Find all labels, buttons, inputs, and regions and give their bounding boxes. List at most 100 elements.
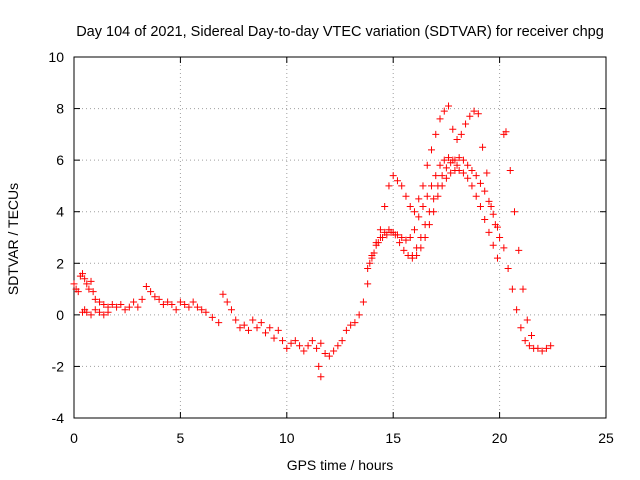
data-point: [317, 339, 325, 347]
data-point: [74, 288, 82, 296]
data-point: [449, 125, 457, 133]
data-point: [423, 161, 431, 169]
data-point: [215, 319, 223, 327]
data-point: [227, 306, 235, 314]
data-point: [172, 306, 180, 314]
data-point: [421, 221, 429, 229]
data-point: [423, 192, 431, 200]
data-point: [159, 301, 167, 309]
data-point: [232, 316, 240, 324]
y-axis-title: SDTVAR / TECUs: [5, 183, 21, 295]
data-point: [130, 298, 138, 306]
data-point: [534, 344, 542, 352]
data-point: [244, 326, 252, 334]
data-point: [83, 308, 91, 316]
data-point: [236, 324, 244, 332]
data-point: [455, 154, 463, 162]
data-point: [440, 156, 448, 164]
x-tick-label: 0: [70, 430, 78, 446]
data-point: [181, 301, 189, 309]
data-point: [451, 156, 459, 164]
data-point: [342, 326, 350, 334]
data-point: [389, 172, 397, 180]
data-point: [83, 280, 91, 288]
data-point: [249, 316, 257, 324]
data-point: [117, 301, 125, 309]
data-point: [459, 169, 467, 177]
data-point: [334, 342, 342, 350]
data-point: [432, 172, 440, 180]
data-point: [496, 234, 504, 241]
data-point: [364, 280, 372, 288]
data-point: [89, 288, 97, 296]
data-point: [134, 303, 142, 311]
y-tick-label: 4: [56, 204, 64, 220]
data-point: [389, 228, 397, 236]
data-point: [202, 308, 210, 316]
axis-ticks: [73, 56, 607, 419]
x-tick-label: 10: [279, 430, 295, 446]
data-point: [468, 166, 476, 174]
data-point: [459, 156, 467, 164]
data-point: [413, 244, 421, 252]
data-point: [91, 306, 99, 314]
x-tick-label: 5: [177, 430, 185, 446]
data-point: [208, 313, 216, 321]
data-point: [462, 120, 470, 128]
data-point: [240, 321, 248, 329]
data-point: [355, 311, 363, 319]
data-point: [468, 182, 476, 190]
data-point: [262, 329, 270, 337]
data-point: [479, 143, 487, 151]
data-point: [85, 285, 93, 293]
data-point: [253, 324, 261, 332]
plot-frame: [73, 56, 607, 419]
x-tick-label: 20: [492, 430, 508, 446]
data-point: [291, 337, 299, 345]
data-point: [428, 182, 436, 190]
data-point: [410, 226, 418, 234]
data-point: [453, 136, 461, 144]
data-point: [270, 334, 278, 342]
data-point: [408, 252, 416, 260]
data-point: [502, 128, 510, 136]
data-point: [351, 319, 359, 327]
data-point: [445, 102, 453, 110]
data-points: [70, 102, 555, 381]
data-point: [330, 347, 338, 355]
data-point: [436, 161, 444, 169]
data-point: [113, 303, 121, 311]
data-point: [87, 311, 95, 319]
data-point: [168, 301, 176, 309]
y-tick-label: 10: [48, 49, 64, 65]
data-point: [538, 347, 546, 355]
data-point: [528, 331, 536, 339]
y-tick-label: 6: [56, 152, 64, 168]
data-point: [274, 326, 282, 334]
data-point: [396, 239, 404, 247]
data-point: [489, 210, 497, 218]
data-point: [434, 192, 442, 200]
data-point: [515, 246, 523, 254]
data-point: [381, 228, 389, 236]
data-point: [430, 195, 438, 203]
data-point: [364, 264, 372, 272]
x-axis-title: GPS time / hours: [287, 457, 394, 473]
data-point: [438, 172, 446, 180]
data-point: [287, 339, 295, 347]
data-point: [164, 298, 172, 306]
data-point: [406, 234, 414, 241]
data-point: [485, 197, 493, 205]
grid: [74, 57, 606, 418]
data-point: [445, 154, 453, 162]
data-point: [359, 298, 367, 306]
data-point: [402, 236, 410, 244]
data-point: [474, 110, 482, 118]
data-point: [506, 166, 514, 174]
data-point: [300, 347, 308, 355]
data-point: [125, 303, 133, 311]
data-point: [485, 228, 493, 236]
data-point: [470, 107, 478, 115]
data-point: [104, 308, 112, 316]
